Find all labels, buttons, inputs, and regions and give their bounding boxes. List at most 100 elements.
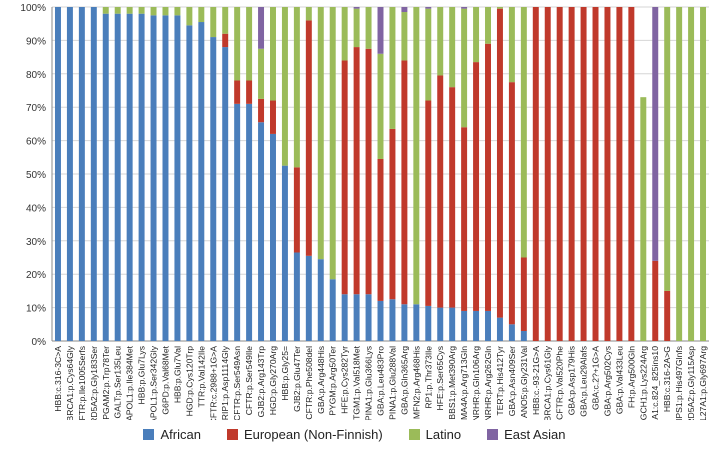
bar-segment-african [270,133,276,341]
bar-segment-latino [293,7,300,168]
x-tick-label: BBS1:p.Met390Arg [447,346,457,420]
bar-segment-latino [640,97,647,342]
bar-segment-european-non-finnish [353,47,360,295]
bar-segment-european-non-finnish [532,7,539,341]
x-tick-label: GJB2:p.Arg143Trp [256,346,266,418]
bar-segment-african [66,7,73,341]
x-tick-label: GCH1:p.Lys224Arg [638,346,648,420]
bar-segment-african [461,310,468,341]
x-tick-label: ANO5:p.Gly231Val [519,346,529,418]
bar-segment-latino [102,7,109,14]
x-tick-label: GNRHR:p.Gln106Arg [471,346,481,420]
bar-segment-latino [150,7,157,16]
bar-segment-latino [520,7,527,258]
bar-segment-european-non-finnish [496,8,503,318]
bar-segment-european-non-finnish [365,48,372,295]
bar-segment-european-non-finnish [401,60,408,305]
bar-segment-latino [473,7,480,63]
bar-segment-east-asian [401,7,408,13]
legend-item: East Asian [487,426,566,442]
bar-segment-african [246,103,253,341]
y-tick-label: 90% [26,36,46,47]
x-tick-label: HBB:p.Gly25= [280,346,290,401]
bar-segment-african [174,15,181,341]
bar-segment-african [102,13,109,342]
x-tick-label: GBA:c.2?+1G>A [591,346,601,410]
bar-segment-european-non-finnish [305,20,312,256]
bar-segment-european-non-finnish [461,127,468,311]
bar-segment-european-non-finnish [377,158,384,301]
x-tick-label: TGM1:p.Val518Met [352,345,362,419]
bar-segment-african [54,7,61,341]
bar-segment-african [305,255,312,341]
bar-segment-african [520,330,527,341]
bar-segment-latino [258,48,265,99]
y-tick-label: 20% [26,270,46,281]
bar-segment-latino [317,7,324,260]
x-tick-label: GBA:p.Gln365Arg [399,346,409,415]
bar-segment-european-non-finnish [616,7,623,341]
x-tick-label: SEMA4A:p.Arg713Gln [459,346,469,420]
x-tick-label: GALT:p.Ser135Leu [113,346,123,419]
bar-segment-european-non-finnish [437,75,444,308]
legend-item: Latino [408,427,461,442]
bar-segment-african [293,252,300,341]
bar-segment-european-non-finnish [520,257,527,331]
legend-swatch [487,428,499,440]
x-tick-label: SRD5A2:p.Gly115Asp [686,346,696,420]
bar-segment-latino [676,7,683,341]
legend-item: European (Non-Finnish) [226,427,383,442]
bar-segment-latino [198,7,205,23]
x-tick-label: HPS1:p.His497Glnfs [674,346,684,420]
x-tick-label: BRCA1:p.Cys64Gly [65,345,75,420]
bar-segment-latino [162,7,169,16]
bar-segment-african [317,259,324,341]
bar-segment-european-non-finnish [628,7,635,341]
legend-label: East Asian [504,426,566,442]
bar-segment-european-non-finnish [425,100,432,306]
bar-segment-african [437,307,444,341]
stacked-bar-chart: 0% 10% 20% 30% 40% 50% 60% 70% 80% 90% 100% HBB:c.… [20,3,709,420]
bar-segment-european-non-finnish [604,7,611,341]
bar-segment-latino [688,7,695,341]
legend-item: African [143,426,201,442]
x-tick-label: HBB:p.Glu7Lys [137,346,147,404]
x-tick-label: PGAM2:p.Trp78Ter [101,346,111,420]
bar-segment-african [508,324,515,341]
bar-segment-latino [365,7,372,49]
x-tick-label: GBA:p.Asn409Ser [507,346,517,416]
bar-series [54,7,707,342]
x-tick-label: HGD:p.Gly270Arg [268,346,278,415]
x-tick-label: SRD5A2:p.Gly183Ser [89,346,99,420]
bar-segment-european-non-finnish [341,60,348,295]
bar-segment-african [413,304,420,341]
y-tick-label: 40% [26,203,46,214]
x-tick-label: GBA:p.Val433Leu [614,346,624,414]
bar-segment-european-non-finnish [508,82,515,325]
bar-segment-latino [174,7,181,16]
legend-label: African [160,426,201,442]
x-tick-label: CFTR:p.Ser549Ile [244,346,254,415]
bar-segment-african [78,7,85,341]
x-tick-label: COL27A1:p.Gly697Arg [698,346,708,420]
bar-segment-latino [353,8,360,48]
bar-segment-african [485,310,491,341]
x-tick-label: BRCA1:p.Cys61Gly [543,345,553,420]
x-tick-label: GBA:p.Leu483Pro [376,346,386,416]
bar-segment-african [389,299,396,341]
x-tick-label: CFTR:p.Ser549Asn [232,346,242,420]
x-tick-label: GBA:p.Arg448His [316,346,326,414]
bar-segment-latino [341,7,348,61]
bar-segment-latino [377,53,384,159]
bar-segment-latino [437,7,444,76]
bar-segment-latino [461,8,468,128]
x-tick-label: CFTR:p.Val520Phe [555,346,565,420]
bar-segment-african [90,7,97,341]
legend: African European (Non-Finnish) Latino East … [0,421,709,447]
bar-segment-european-non-finnish [389,128,396,300]
bar-segment-latino [700,7,707,341]
x-tick-label: SERPINA1:p.Glu366Lys [364,346,374,420]
x-tick-label: HBB:c.-93-21G>A [531,346,541,415]
bar-segment-european-non-finnish [556,7,563,341]
y-tick-label: 10% [26,304,46,315]
